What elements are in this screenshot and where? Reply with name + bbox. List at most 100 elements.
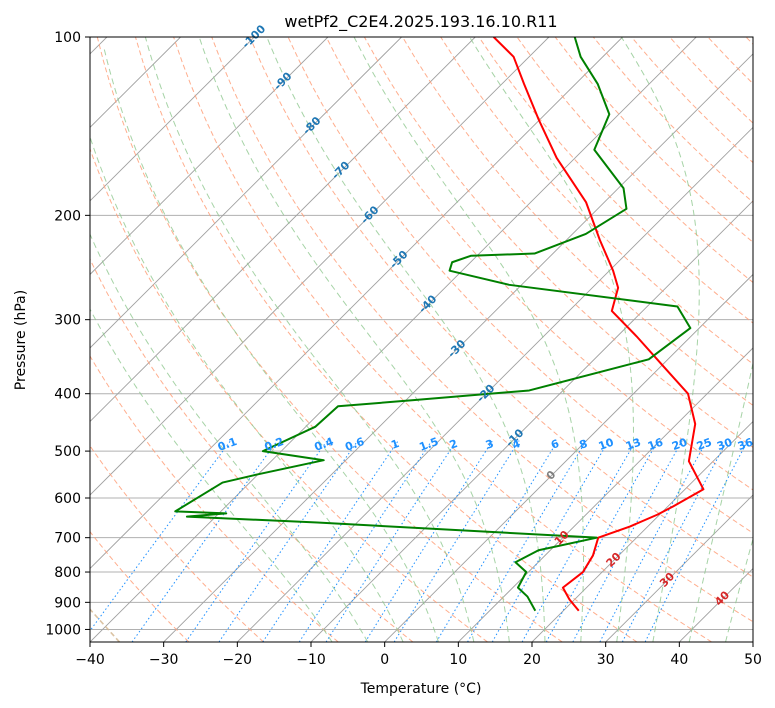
- mixing-ratio-line: [572, 440, 683, 642]
- isotherm-line: [605, 494, 753, 642]
- moist-adiabat: [688, 360, 753, 642]
- y-tick-label: 200: [54, 208, 81, 224]
- mixing-ratio-line: [325, 440, 458, 642]
- mixing-ratio-line: [393, 440, 520, 642]
- isotherm-line: [458, 347, 753, 642]
- mixing-ratio-line: [131, 440, 278, 642]
- x-tick-label: −40: [75, 652, 105, 668]
- isotherm-line: [90, 37, 550, 496]
- y-tick-label: 500: [54, 444, 81, 460]
- background-lines: [90, 37, 753, 642]
- dry-adiabat: [516, 37, 753, 284]
- mixing-ratio-label: 13: [624, 436, 643, 453]
- mixing-ratio-label: 0.6: [343, 435, 366, 454]
- dry-adiabat: [90, 445, 264, 642]
- axis-ticks: −40 −30 −20 −10 0 10 20 30 40 5010020030040050060…: [45, 30, 762, 668]
- mixing-ratio-line: [521, 440, 637, 642]
- x-tick-label: 20: [523, 652, 541, 668]
- moist-adiabat: [353, 37, 585, 642]
- x-tick-label: 10: [449, 652, 467, 668]
- dry-adiabat: [440, 37, 753, 365]
- isotherm-line: [90, 37, 476, 423]
- y-axis-label: Pressure (hPa): [13, 290, 29, 390]
- isotherm-line: [90, 37, 255, 202]
- isotherm-line: [384, 273, 753, 642]
- isotherm-line: [237, 126, 753, 642]
- x-tick-label: −20: [223, 652, 253, 668]
- dewpoint-profile-line: [174, 37, 692, 612]
- dry-adiabat: [90, 355, 339, 642]
- dry-adiabat: [211, 37, 753, 623]
- plot-frame: [89, 36, 754, 643]
- dry-adiabat: [90, 530, 190, 642]
- moist-adiabat: [620, 37, 700, 642]
- mixing-ratio-label: 25: [695, 436, 714, 453]
- dry-adiabat: [134, 37, 638, 642]
- y-tick-label: 600: [54, 491, 81, 507]
- mixing-ratio-label: 1.5: [417, 435, 440, 454]
- moist-adiabat: [90, 135, 404, 642]
- mixing-ratio-line: [218, 440, 359, 642]
- isotherm-line: [90, 37, 402, 349]
- moist-adiabat: [144, 37, 475, 642]
- mixing-ratio-label: 16: [646, 436, 665, 454]
- mixing-ratio-label: 10: [597, 436, 616, 454]
- y-tick-label: 800: [54, 565, 81, 581]
- moist-adiabat: [266, 37, 546, 642]
- moist-adiabat: [103, 49, 439, 642]
- mixing-ratio-label: 2: [448, 437, 460, 452]
- x-tick-label: 0: [380, 652, 389, 668]
- isotherm-line: [90, 37, 329, 276]
- mixing-ratio-label: 3: [484, 437, 496, 452]
- mixing-ratio-label: 30: [715, 436, 734, 454]
- mixing-ratio-label: 0.4: [313, 435, 336, 454]
- moist-adiabat: [90, 308, 333, 642]
- dry-adiabat: [90, 258, 414, 642]
- mixing-ratio-label: 20: [670, 436, 689, 454]
- mixing-ratio-line: [435, 440, 559, 642]
- x-tick-label: 40: [670, 652, 688, 668]
- mixing-ratio-label: 0.1: [216, 435, 239, 454]
- isotherm-line: [163, 53, 753, 642]
- y-tick-label: 1000: [45, 622, 81, 638]
- dry-adiabat: [249, 37, 753, 578]
- y-tick-label: 100: [54, 30, 81, 46]
- dry-adiabat: [90, 147, 488, 642]
- x-tick-label: −10: [296, 652, 326, 668]
- mixing-ratio-label: 1: [389, 437, 401, 452]
- temperature-profile-line: [492, 37, 705, 612]
- mixing-ratio-line: [185, 440, 328, 642]
- mixing-ratio-label: 6: [549, 437, 561, 452]
- isotherm-line: [90, 37, 697, 642]
- dry-adiabat: [402, 37, 753, 407]
- mixing-ratio-label: 8: [578, 437, 590, 452]
- dry-adiabat: [173, 37, 712, 642]
- profile-lines: [174, 37, 705, 612]
- x-tick-label: 50: [744, 652, 762, 668]
- moist-adiabat: [198, 37, 510, 642]
- mixing-ratio-line: [364, 440, 494, 642]
- x-axis-label: Temperature (°C): [360, 681, 482, 697]
- mixing-ratio-line: [467, 440, 587, 642]
- dry-adiabat: [325, 37, 753, 491]
- mixing-ratio-label: 36: [736, 436, 755, 454]
- mixing-ratio-label: 4: [510, 437, 522, 452]
- chart-title: wetPf2_C2E4.2025.193.16.10.R11: [284, 12, 557, 32]
- x-tick-label: −30: [149, 652, 179, 668]
- dry-adiabat: [96, 37, 563, 642]
- isotherm-line: [90, 37, 623, 570]
- mixing-ratio-label: 0.2: [263, 435, 286, 454]
- mixing-ratio-line: [262, 440, 399, 642]
- mixing-ratio-line: [90, 440, 232, 632]
- mixing-ratio-line: [298, 440, 433, 642]
- isotherm-line: [531, 420, 753, 642]
- y-tick-label: 900: [54, 595, 81, 611]
- y-tick-label: 700: [54, 531, 81, 547]
- moist-adiabat: [90, 233, 369, 642]
- y-tick-label: 400: [54, 387, 81, 403]
- x-tick-label: 30: [597, 652, 615, 668]
- y-tick-label: 300: [54, 313, 81, 329]
- moist-adiabat: [725, 537, 753, 642]
